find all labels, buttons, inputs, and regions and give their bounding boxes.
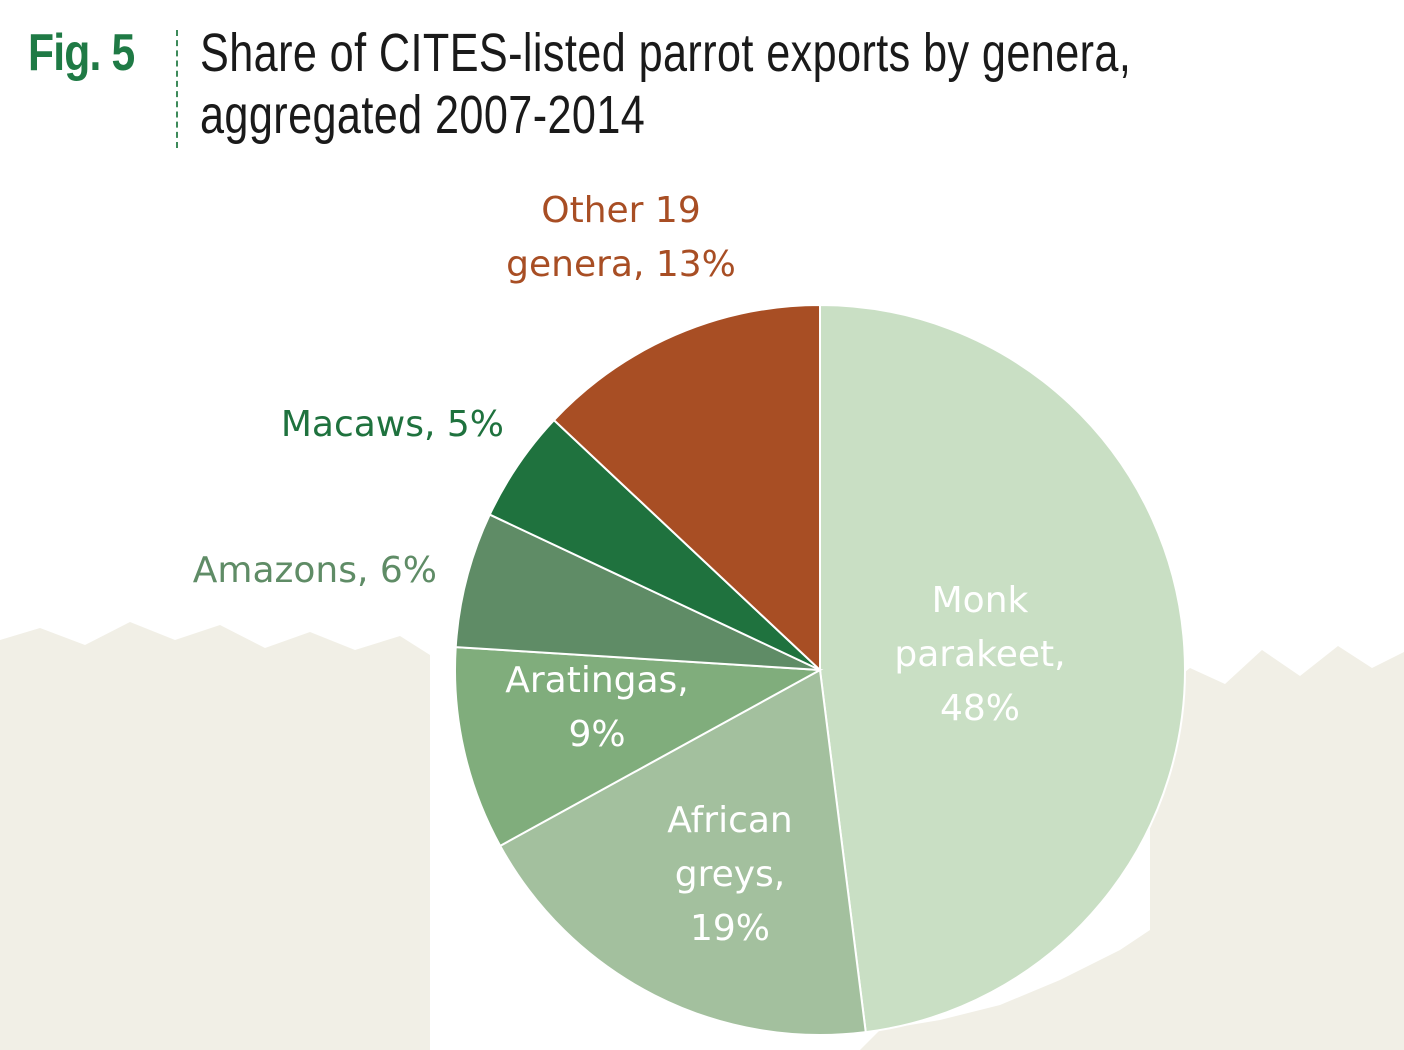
slice-label-line: 48% [940,688,1020,729]
slice-label-other-19-genera: Other 19 genera, 13% [506,190,736,285]
slice-label-line: African [667,800,793,841]
pie-slice-aratingas [454,646,824,848]
figure-number: Fig. 5 [28,24,135,82]
slice-label-african-greys: African greys, 19% [667,800,793,949]
chart-title: Share of CITES-listed parrot exports by … [200,23,1132,145]
slice-label-macaws: Macaws, 5% [281,404,504,445]
slice-label-line: Monk [932,580,1029,621]
slice-label-aratingas: Aratingas, 9% [505,660,689,755]
slice-label-line: Aratingas, [505,660,689,701]
pie-slices [454,303,1186,1036]
pie-slice-amazons [454,513,821,671]
slice-label-line: 19% [690,908,770,949]
slice-label-line: Amazons, 6% [193,550,437,591]
pie-slice-monk-parakeet [819,303,1186,1034]
slice-labels: Monk parakeet, 48% African greys, 19% Aratinga… [193,190,1066,949]
slice-label-line: Other 19 [541,190,700,231]
slice-label-amazons: Amazons, 6% [193,550,437,591]
slice-label-line: greys, [675,854,786,895]
slice-label-line: genera, 13% [506,244,736,285]
slice-label-line: parakeet, [894,634,1065,675]
slice-label-monk-parakeet: Monk parakeet, 48% [894,580,1065,729]
pie-slice-other-19-genera [552,303,821,673]
slice-label-line: Macaws, 5% [281,404,504,445]
title-divider [176,30,178,148]
slice-label-line: 9% [568,714,625,755]
pie-slice-african-greys [498,668,867,1036]
